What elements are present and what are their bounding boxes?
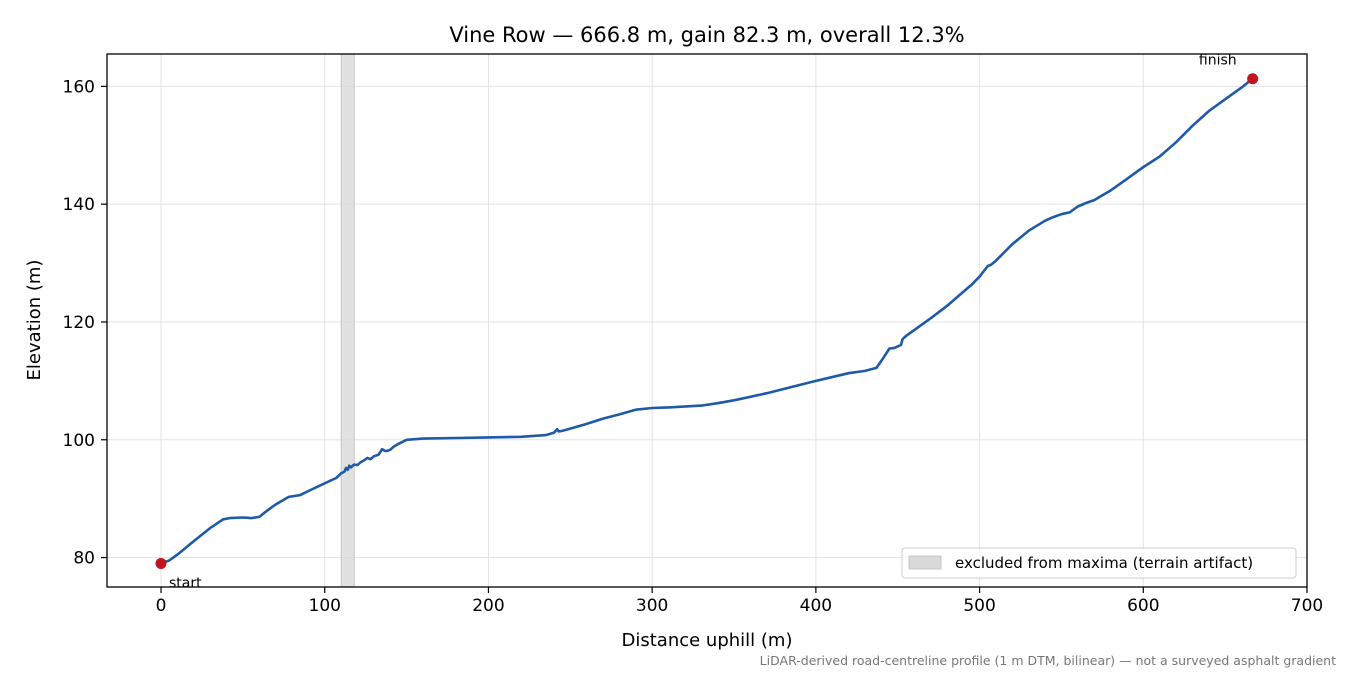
legend: excluded from maxima (terrain artifact) xyxy=(901,547,1297,579)
x-tick-label: 600 xyxy=(1127,596,1159,616)
series-layer xyxy=(159,77,1254,565)
y-axis-ticks: 80 100 120 140 160 xyxy=(63,77,107,569)
x-tick-label: 400 xyxy=(800,596,832,616)
y-tick-label: 120 xyxy=(63,313,95,333)
finish-marker xyxy=(1247,73,1259,85)
y-tick-label: 160 xyxy=(63,77,95,97)
x-tick-label: 700 xyxy=(1291,596,1323,616)
y-axis-label: Elevation (m) xyxy=(24,260,45,381)
start-marker xyxy=(155,557,167,569)
y-tick-label: 100 xyxy=(63,431,95,451)
chart-title: Vine Row — 666.8 m, gain 82.3 m, overall… xyxy=(449,23,964,47)
x-tick-label: 500 xyxy=(963,596,995,616)
x-axis-label: Distance uphill (m) xyxy=(622,630,793,651)
legend-entry-excluded: excluded from maxima (terrain artifact) xyxy=(955,554,1253,572)
gridlines xyxy=(107,54,1308,587)
finish-label: finish xyxy=(1199,53,1237,69)
excluded-band-layer xyxy=(340,53,355,588)
footnote: LiDAR-derived road-centreline profile (1… xyxy=(760,653,1336,668)
x-tick-label: 0 xyxy=(156,596,167,616)
elevation-line xyxy=(159,77,1254,565)
x-tick-label: 100 xyxy=(309,596,341,616)
legend-swatch-excluded xyxy=(908,555,942,570)
y-tick-label: 80 xyxy=(73,549,95,569)
excluded-band xyxy=(340,53,355,588)
x-tick-label: 300 xyxy=(636,596,668,616)
y-tick-label: 140 xyxy=(63,195,95,215)
plot-frame xyxy=(106,53,1308,588)
start-label: start xyxy=(169,575,202,591)
legend-box xyxy=(901,547,1297,579)
x-tick-label: 200 xyxy=(472,596,504,616)
x-axis-ticks: 0 100 200 300 400 500 600 700 xyxy=(156,587,1323,616)
